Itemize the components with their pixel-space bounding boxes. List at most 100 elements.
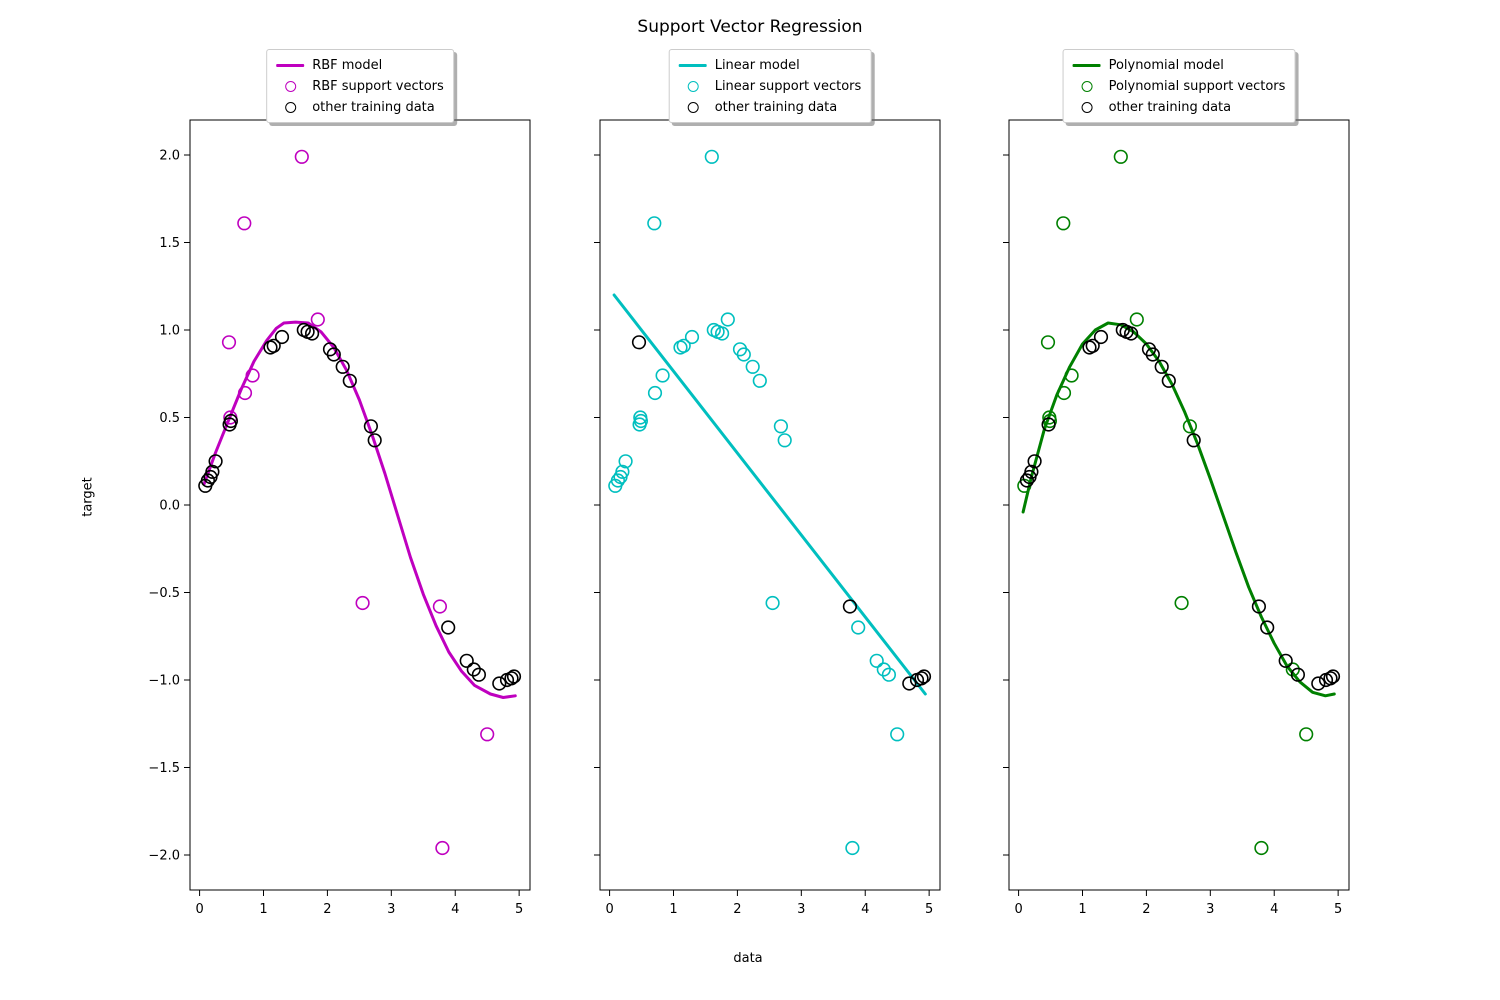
linear-support-vector-point bbox=[752, 373, 767, 388]
polynomial-support-vector-point bbox=[1285, 662, 1300, 677]
y-tick-label: −1.5 bbox=[148, 761, 180, 776]
linear-support-vector-point bbox=[618, 454, 633, 469]
linear-model-curve bbox=[612, 293, 927, 696]
other-training-point bbox=[1325, 669, 1341, 684]
linear-support-vector-point bbox=[765, 595, 780, 611]
linear-support-vector-point bbox=[704, 149, 719, 164]
legend-item-linear-support-vectors: Linear support vectors bbox=[678, 76, 862, 96]
legend-line-swatch bbox=[678, 63, 708, 67]
x-tick-label: 5 bbox=[1334, 902, 1342, 917]
x-tick-label: 4 bbox=[1270, 902, 1278, 917]
other-training-point bbox=[1311, 676, 1326, 691]
rbf-support-vector-point bbox=[245, 368, 260, 383]
x-tick-label: 5 bbox=[925, 902, 933, 917]
linear-support-vector-point bbox=[615, 464, 630, 479]
legend-label: Linear support vectors bbox=[714, 78, 862, 94]
linear-support-vector-point bbox=[720, 312, 735, 327]
other-training-point bbox=[914, 671, 929, 686]
other-training-point bbox=[1278, 653, 1293, 668]
y-tick-label: 1.5 bbox=[159, 236, 180, 251]
x-tick-label: 3 bbox=[1206, 902, 1214, 917]
other-training-point bbox=[916, 669, 932, 684]
other-training-point bbox=[471, 667, 487, 682]
linear-support-vector-point bbox=[869, 653, 884, 668]
polynomial-support-vector-point bbox=[1182, 419, 1197, 434]
other-training-point bbox=[466, 662, 481, 677]
other-training-point bbox=[506, 669, 522, 684]
other-training-point bbox=[504, 671, 519, 686]
other-training-point bbox=[205, 464, 220, 479]
other-training-point bbox=[842, 599, 858, 614]
x-tick-label: 1 bbox=[669, 902, 677, 917]
other-training-point bbox=[1145, 347, 1160, 362]
other-training-point bbox=[1019, 473, 1035, 488]
linear-support-vector-point bbox=[890, 727, 905, 742]
rbf-support-vector-point bbox=[355, 595, 370, 611]
other-training-point bbox=[631, 335, 647, 350]
other-training-point bbox=[363, 419, 379, 434]
legend-item-polynomial-model: Polynomial model bbox=[1072, 55, 1286, 75]
polynomial-support-vector-point bbox=[1299, 727, 1314, 742]
linear-support-vector-point bbox=[714, 326, 730, 341]
other-training-point bbox=[1186, 433, 1201, 448]
other-training-point bbox=[1323, 671, 1338, 686]
subplot-linear: 0 1 2 3 4 5 bbox=[594, 119, 941, 917]
legend-polynomial: Polynomial model Polynomial support vecto… bbox=[1062, 49, 1296, 123]
y-tick-label: 1.0 bbox=[159, 324, 180, 339]
figure-title: Support Vector Regression bbox=[637, 17, 863, 37]
other-training-point bbox=[1085, 338, 1100, 353]
linear-support-vector-point bbox=[684, 329, 700, 345]
rbf-support-vector-point bbox=[432, 599, 448, 614]
polynomial-support-vector-point bbox=[1254, 840, 1269, 856]
polynomial-model-curve bbox=[1021, 321, 1336, 698]
legend-label: Polynomial model bbox=[1108, 57, 1224, 73]
other-training-point bbox=[208, 454, 223, 469]
legend-item-polynomial-support-vectors: Polynomial support vectors bbox=[1072, 76, 1286, 96]
y-tick-label: 2.0 bbox=[159, 149, 180, 164]
linear-support-vector-point bbox=[876, 662, 891, 677]
legend-line-swatch bbox=[1072, 63, 1102, 67]
legend-line-swatch bbox=[275, 63, 305, 67]
rbf-support-vector-point bbox=[221, 335, 237, 350]
x-tick-label: 5 bbox=[515, 902, 523, 917]
other-training-point bbox=[1260, 620, 1275, 635]
x-tick-label: 0 bbox=[605, 902, 613, 917]
polynomial-support-vector-point bbox=[1064, 368, 1079, 383]
legend-label: other training data bbox=[312, 99, 435, 115]
linear-support-vector-point bbox=[773, 419, 789, 434]
x-tick-label: 1 bbox=[259, 902, 267, 917]
other-training-point bbox=[335, 359, 350, 374]
other-training-point bbox=[1251, 599, 1266, 614]
axes-frame-polynomial bbox=[1008, 119, 1350, 891]
other-training-point bbox=[902, 676, 917, 691]
linear-support-vector-point bbox=[881, 667, 897, 682]
legend-circle-marker-icon bbox=[275, 80, 305, 92]
rbf-support-vector-point bbox=[310, 312, 325, 327]
axes-frame-rbf bbox=[189, 119, 531, 891]
legend-item-linear-model: Linear model bbox=[678, 55, 862, 75]
other-training-point bbox=[1123, 326, 1139, 341]
x-tick-label: 3 bbox=[387, 902, 395, 917]
polynomial-support-vector-point bbox=[1129, 312, 1144, 327]
other-training-point bbox=[266, 338, 281, 353]
polynomial-support-vector-point bbox=[1174, 595, 1189, 611]
other-training-point bbox=[200, 473, 215, 488]
legend-item-other-training-data: other training data bbox=[678, 97, 862, 117]
subplot-polynomial: 0 1 2 3 4 5 bbox=[1003, 119, 1350, 917]
other-training-point bbox=[492, 676, 507, 691]
x-tick-label: 0 bbox=[1014, 902, 1022, 917]
other-training-point bbox=[305, 326, 320, 341]
legend-item-rbf-model: RBF model bbox=[275, 55, 444, 75]
legend-item-rbf-support-vectors: RBF support vectors bbox=[275, 76, 444, 96]
x-tick-label: 2 bbox=[733, 902, 741, 917]
legend-circle-marker-icon bbox=[1072, 101, 1102, 113]
rbf-support-vector-point bbox=[237, 385, 253, 401]
y-tick-label: −2.0 bbox=[148, 849, 180, 864]
linear-support-vector-point bbox=[647, 385, 663, 401]
rbf-support-vector-point bbox=[435, 840, 450, 856]
legend-label: Polynomial support vectors bbox=[1108, 78, 1286, 94]
subplot-rbf: 0 1 2 3 4 5 −2.0 −1.5 −1.0 −0.5 0.0 0.5 1.0 1.5 2.0 bbox=[148, 119, 531, 917]
other-training-point bbox=[441, 620, 456, 635]
linear-support-vector-point bbox=[851, 620, 866, 635]
linear-support-vector-point bbox=[845, 840, 860, 856]
